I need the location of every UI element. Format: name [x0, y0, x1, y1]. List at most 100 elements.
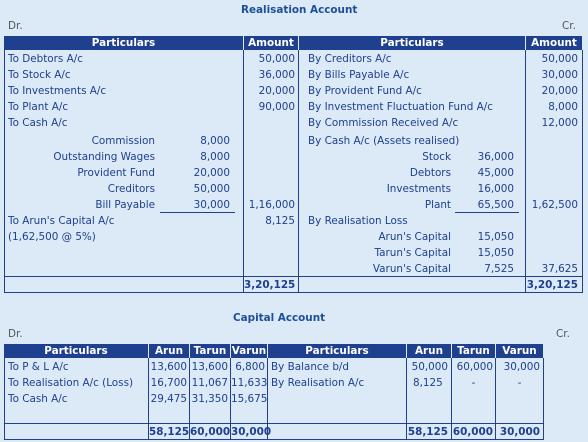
- realisation-header-amount-left: Amount: [244, 36, 298, 50]
- asset-realised-value: 36,000: [477, 151, 514, 163]
- realisation-credit-amount: 8,000: [548, 101, 578, 113]
- capital-credit-label: By Realisation A/c: [271, 377, 365, 389]
- capital-divider: [451, 358, 452, 440]
- cash-subtotal-line: [160, 212, 235, 213]
- realisation-debit-label: To Investments A/c: [8, 85, 107, 97]
- loss-detail-label: Arun's Capital: [378, 231, 451, 243]
- realisation-credit-amount: 30,000: [541, 69, 578, 81]
- realisation-title: Realisation Account: [241, 4, 358, 16]
- loss-detail-value: 15,050: [477, 231, 514, 243]
- realisation-debit-label: To Stock A/c: [8, 69, 71, 81]
- realisation-credit-label: By Provident Fund A/c: [308, 85, 422, 97]
- capital-total-line: [4, 423, 544, 424]
- asset-realised-value: 16,000: [477, 183, 514, 195]
- realisation-bottom-line: [4, 292, 583, 293]
- realisation-credit-amount: 12,000: [541, 117, 578, 129]
- capital-title: Capital Account: [233, 312, 326, 324]
- cash-detail-label: Commission: [91, 135, 155, 147]
- capital-header-tarun-right: Tarun: [452, 344, 495, 358]
- loss-detail-label: Tarun's Capital: [374, 247, 451, 259]
- capital-total-right-tarun: 60,000: [452, 426, 493, 438]
- capital-credit-arun: 8,125: [413, 377, 443, 389]
- realisation-credit-label: By Creditors A/c: [308, 53, 392, 65]
- realisation-header-amount-right: Amount: [526, 36, 582, 50]
- capital-border: [4, 358, 5, 440]
- arun-capital-amount: 8,125: [265, 215, 295, 227]
- realisation-debit-label: To Debtors A/c: [8, 53, 83, 65]
- realisation-debit-amount: 90,000: [258, 101, 295, 113]
- cash-total: 1,16,000: [248, 199, 295, 211]
- asset-realised-label: Plant: [424, 199, 451, 211]
- capital-debit-tarun: 11,067: [191, 377, 228, 389]
- capital-divider: [267, 358, 268, 440]
- arun-capital-sub: (1,62,500 @ 5%): [8, 231, 96, 243]
- capital-debit-varun: 6,800: [235, 361, 265, 373]
- capital-total-right-arun: 58,125: [407, 426, 448, 438]
- cash-detail-label: Provident Fund: [77, 167, 155, 179]
- capital-header-tarun-left: Tarun: [190, 344, 230, 358]
- capital-total-right-varun: 30,000: [499, 426, 540, 438]
- capital-debit-label: To Realisation A/c (Loss): [8, 377, 134, 389]
- realisation-header-particulars-left: Particulars: [4, 36, 243, 50]
- realisation-debit-amount: 20,000: [258, 85, 295, 97]
- capital-credit-varun: 30,000: [503, 361, 540, 373]
- capital-header-arun-right: Arun: [407, 344, 451, 358]
- realisation-credit-amount: 50,000: [541, 53, 578, 65]
- capital-header-particulars-right: Particulars: [268, 344, 406, 358]
- cash-detail-value: 20,000: [193, 167, 230, 179]
- capital-credit-arun: 50,000: [411, 361, 448, 373]
- realisation-credit-label: By Bills Payable A/c: [308, 69, 410, 81]
- capital-credit-tarun: 60,000: [456, 361, 493, 373]
- capital-debit-varun: 15,675: [231, 393, 268, 405]
- capital-debit-label: To Cash A/c: [8, 393, 68, 405]
- cash-detail-value: 8,000: [200, 151, 230, 163]
- realisation-credit-label: By Investment Fluctuation Fund A/c: [308, 101, 493, 113]
- capital-credit-tarun: -: [471, 377, 476, 389]
- realisation-header-particulars-right: Particulars: [299, 36, 525, 50]
- capital-divider: [495, 358, 496, 440]
- capital-debit-label: To P & L A/c: [8, 361, 69, 373]
- capital-header-varun-right: Varun: [496, 344, 543, 358]
- capital-debit-tarun: 31,350: [191, 393, 228, 405]
- realisation-total-right: 3,20,125: [526, 279, 578, 291]
- capital-divider: [230, 358, 231, 440]
- realisation-divider: [243, 50, 244, 292]
- realisation-debit-label: To Cash A/c: [8, 117, 68, 129]
- assets-subtotal-line: [455, 212, 519, 213]
- loss-total: 37,625: [541, 263, 578, 275]
- cash-detail-label: Outstanding Wages: [53, 151, 155, 163]
- capital-total-left-tarun: 60,000: [190, 426, 231, 438]
- asset-realised-label: Investments: [386, 183, 451, 195]
- loss-detail-value: 7,525: [484, 263, 514, 275]
- asset-realised-label: Stock: [422, 151, 451, 163]
- realisation-debit-label: To Plant A/c: [8, 101, 69, 113]
- capital-header-varun-left: Varun: [231, 344, 267, 358]
- realisation-divider: [525, 50, 526, 292]
- capital-credit-varun: -: [517, 377, 522, 389]
- realisation-total-line: [4, 276, 583, 277]
- realisation-credit-amount: 20,000: [541, 85, 578, 97]
- cash-detail-value: 30,000: [193, 199, 230, 211]
- cash-detail-value: 8,000: [200, 135, 230, 147]
- capital-header-arun-left: Arun: [149, 344, 189, 358]
- capital-divider: [406, 358, 407, 440]
- asset-realised-value: 45,000: [477, 167, 514, 179]
- capital-total-left-varun: 30,000: [231, 426, 272, 438]
- capital-debit-varun: 11,633: [231, 377, 268, 389]
- capital-bottom-line: [4, 439, 544, 440]
- capital-cr: Cr.: [556, 328, 570, 340]
- capital-dr: Dr.: [8, 328, 23, 340]
- capital-header-particulars-left: Particulars: [4, 344, 148, 358]
- capital-debit-tarun: 13,600: [191, 361, 228, 373]
- asset-realised-value: 65,500: [477, 199, 514, 211]
- capital-debit-arun: 16,700: [150, 377, 187, 389]
- cash-detail-label: Bill Payable: [95, 199, 155, 211]
- capital-total-left-arun: 58,125: [149, 426, 190, 438]
- realisation-credit-label: By Cash A/c (Assets realised): [308, 135, 460, 147]
- assets-total: 1,62,500: [531, 199, 578, 211]
- realisation-border: [4, 50, 5, 292]
- realisation-debit-amount: 50,000: [258, 53, 295, 65]
- capital-debit-arun: 13,600: [150, 361, 187, 373]
- loss-detail-value: 15,050: [477, 247, 514, 259]
- realisation-loss-label: By Realisation Loss: [308, 215, 408, 227]
